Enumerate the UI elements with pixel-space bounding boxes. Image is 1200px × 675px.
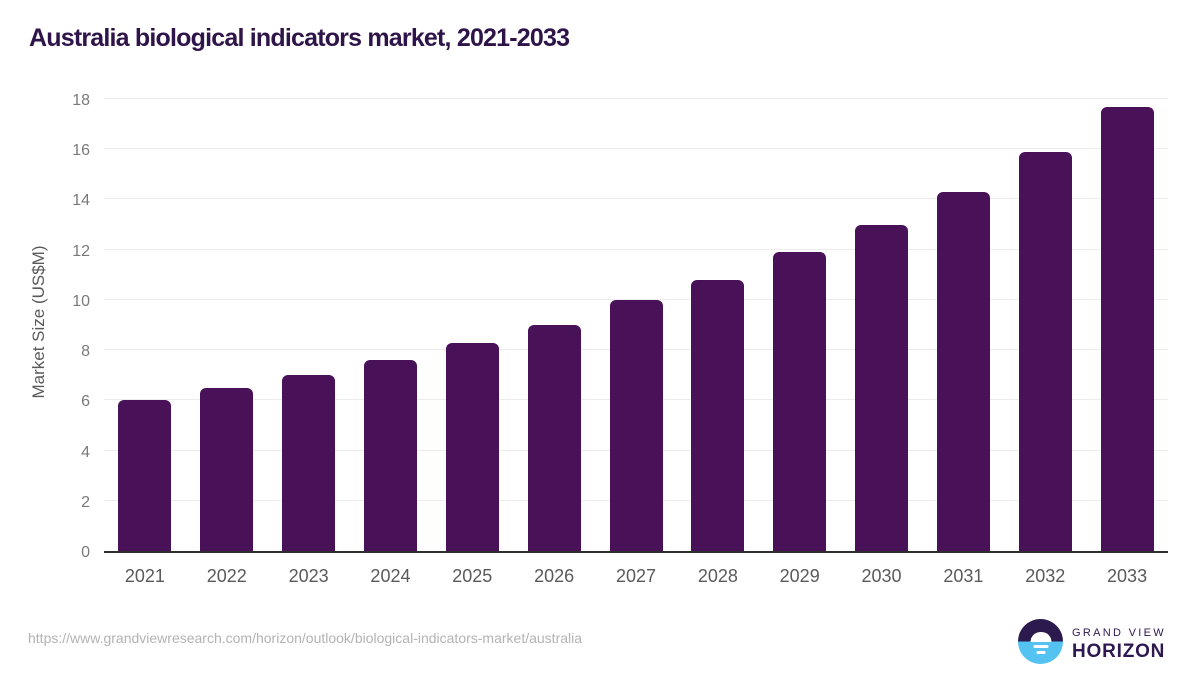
bar-2028 (691, 279, 745, 551)
sun-reflection-line (1036, 650, 1045, 654)
bar-2022 (200, 387, 254, 551)
x-tick-label-2028: 2028 (697, 566, 738, 586)
x-tick-label-2029: 2029 (779, 566, 820, 586)
y-tick-label-10: 10 (72, 292, 90, 310)
chart-title: Australia biological indicators market, … (29, 24, 570, 52)
y-tick-label-0: 0 (81, 544, 90, 561)
logo-wordmark: GRAND VIEW HORIZON (1072, 627, 1166, 663)
x-tick-label-2032: 2032 (1025, 566, 1066, 586)
y-tick-label-18: 18 (72, 92, 90, 109)
bar-2031 (936, 191, 990, 551)
gridline-12 (104, 248, 1168, 250)
y-tick-label-6: 6 (81, 393, 90, 411)
bar-2025 (445, 342, 499, 551)
bar-2030 (855, 224, 909, 551)
source-url: https://www.grandviewresearch.com/horizo… (28, 630, 583, 646)
y-tick-label-14: 14 (72, 192, 90, 210)
gridline-10 (104, 298, 1168, 300)
x-tick-label-2033: 2033 (1107, 566, 1148, 586)
x-tick-label-2027: 2027 (615, 566, 657, 586)
y-tick-label-2: 2 (81, 493, 90, 511)
y-tick-label-12: 12 (72, 242, 90, 260)
gridline-16 (104, 148, 1168, 150)
x-tick-label-2031: 2031 (943, 566, 984, 586)
bar-2024 (363, 360, 417, 551)
x-tick-label-2025: 2025 (452, 566, 493, 586)
bar-2026 (527, 325, 581, 551)
bar-2021 (118, 400, 172, 551)
x-tick-label-2022: 2022 (206, 566, 247, 586)
y-tick-label-16: 16 (72, 142, 90, 160)
x-tick-label-2021: 2021 (124, 566, 165, 586)
bar-2033 (1100, 106, 1154, 551)
x-axis-tick-labels: 2021 2022 2023 2024 2025 2026 2027 2028 2029 2030… (104, 566, 1168, 592)
x-tick-label-2030: 2030 (861, 566, 902, 586)
bar-2027 (609, 299, 663, 551)
grand-view-horizon-logo: GRAND VIEW HORIZON (1018, 619, 1170, 665)
logo-grand-view-text: GRAND VIEW (1072, 627, 1166, 639)
y-axis-tick-labels: 0 2 4 6 8 10 12 14 16 18 (0, 92, 90, 561)
gridline-14 (104, 198, 1168, 200)
horizon-sun-icon (1018, 619, 1063, 664)
x-tick-label-2024: 2024 (370, 566, 411, 586)
y-tick-label-4: 4 (81, 443, 90, 461)
x-tick-label-2023: 2023 (288, 566, 329, 586)
x-tick-label-2026: 2026 (534, 566, 575, 586)
sun-dome-shape (1030, 631, 1051, 642)
bar-2032 (1018, 151, 1072, 551)
bar-2029 (773, 252, 827, 551)
gridline-18 (104, 98, 1168, 99)
logo-horizon-text: HORIZON (1072, 641, 1166, 662)
bar-2023 (282, 375, 336, 551)
y-tick-label-8: 8 (81, 343, 90, 361)
sun-reflection-line (1033, 644, 1048, 648)
plot-area (104, 98, 1168, 553)
